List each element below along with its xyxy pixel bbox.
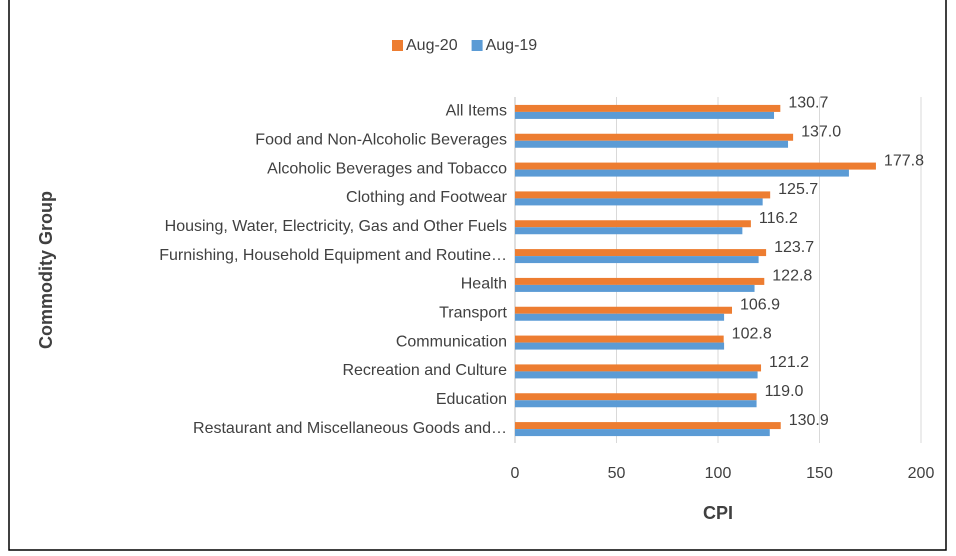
y-tick-label: Recreation and Culture — [342, 362, 507, 379]
bar — [515, 111, 775, 119]
y-tick-label: Communication — [396, 333, 507, 350]
data-label: 106.9 — [740, 296, 780, 313]
bar — [515, 342, 725, 350]
data-label: 119.0 — [765, 383, 804, 400]
bar — [515, 191, 771, 199]
x-tick-label: 50 — [608, 465, 626, 482]
x-tick-label: 100 — [705, 465, 732, 482]
y-tick-label: Housing, Water, Electricity, Gas and Oth… — [165, 218, 507, 235]
bar — [515, 371, 758, 379]
y-tick-label: Transport — [439, 304, 507, 321]
bar — [515, 220, 751, 228]
y-tick-label: Clothing and Footwear — [346, 189, 508, 206]
data-label: 137.0 — [801, 123, 841, 140]
data-label: 125.7 — [778, 181, 818, 198]
bar — [515, 429, 770, 437]
legend-label: Aug-19 — [486, 37, 538, 54]
y-tick-label: Furnishing, Household Equipment and Rout… — [159, 247, 507, 264]
data-label: 121.2 — [769, 354, 809, 371]
data-label: 122.8 — [772, 268, 812, 285]
bar — [515, 227, 743, 235]
y-tick-label: Health — [461, 276, 507, 293]
bar — [515, 306, 733, 314]
data-label: 177.8 — [884, 152, 924, 169]
bar — [515, 277, 765, 285]
bar — [515, 335, 724, 343]
data-label: 130.9 — [789, 412, 829, 429]
bar — [515, 169, 849, 177]
x-tick-label: 0 — [511, 465, 520, 482]
bar — [515, 140, 789, 148]
data-label: 116.2 — [759, 210, 798, 227]
bar — [515, 256, 759, 264]
bar — [515, 133, 794, 141]
x-axis-label: CPI — [703, 503, 733, 523]
bar — [515, 162, 876, 170]
data-label: 130.7 — [788, 95, 828, 112]
y-tick-label: Restaurant and Miscellaneous Goods and… — [193, 420, 507, 437]
data-label: 102.8 — [732, 325, 772, 342]
x-tick-label: 150 — [806, 465, 833, 482]
legend-swatch — [471, 40, 483, 51]
y-tick-label: All Items — [446, 103, 507, 120]
bar — [515, 422, 781, 430]
chart-border — [8, 0, 947, 551]
bar — [515, 400, 757, 408]
bar — [515, 104, 781, 112]
bar — [515, 393, 757, 401]
y-tick-label: Alcoholic Beverages and Tobacco — [267, 160, 507, 177]
data-label: 123.7 — [774, 239, 814, 256]
bar — [515, 249, 767, 257]
y-axis-label: Commodity Group — [36, 191, 56, 349]
x-tick-label: 200 — [908, 465, 935, 482]
y-tick-label: Education — [436, 391, 507, 408]
legend-swatch — [392, 40, 403, 51]
bar — [515, 313, 725, 321]
bar — [515, 284, 755, 292]
bar — [515, 198, 763, 206]
legend-label: Aug-20 — [406, 37, 458, 54]
y-tick-label: Food and Non-Alcoholic Beverages — [255, 131, 507, 148]
bar — [515, 364, 762, 372]
